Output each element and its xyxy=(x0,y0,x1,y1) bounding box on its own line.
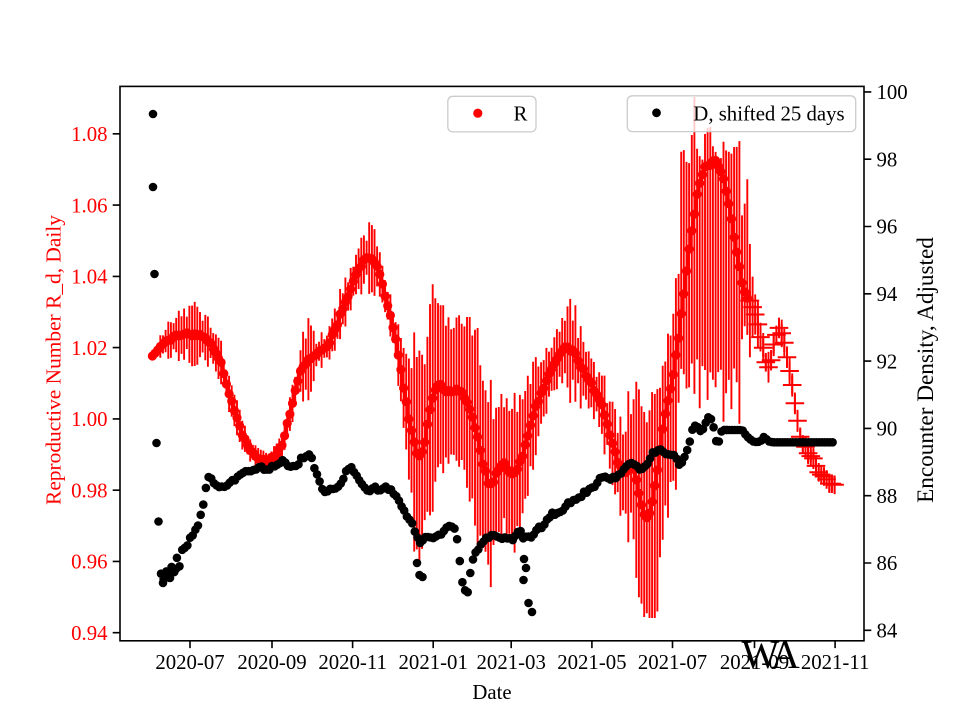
svg-text:94: 94 xyxy=(877,283,898,306)
svg-text:1.06: 1.06 xyxy=(71,194,107,217)
svg-text:2020-07: 2020-07 xyxy=(155,651,224,674)
svg-text:100: 100 xyxy=(877,81,908,104)
svg-text:2021-01: 2021-01 xyxy=(399,651,468,674)
svg-text:96: 96 xyxy=(877,216,898,239)
svg-text:0.98: 0.98 xyxy=(71,479,107,502)
svg-text:92: 92 xyxy=(877,350,898,373)
svg-text:WA: WA xyxy=(742,632,800,677)
svg-text:1.08: 1.08 xyxy=(71,123,107,146)
svg-text:88: 88 xyxy=(877,485,898,508)
svg-text:2021-05: 2021-05 xyxy=(557,651,626,674)
svg-text:1.00: 1.00 xyxy=(71,408,107,431)
svg-text:0.94: 0.94 xyxy=(71,622,108,645)
svg-text:R: R xyxy=(514,103,528,126)
svg-text:84: 84 xyxy=(877,620,898,643)
svg-text:2021-11: 2021-11 xyxy=(801,651,870,674)
svg-text:1.02: 1.02 xyxy=(71,337,107,360)
svg-text:2020-11: 2020-11 xyxy=(318,651,387,674)
svg-text:0.96: 0.96 xyxy=(71,551,107,574)
svg-text:86: 86 xyxy=(877,552,898,575)
svg-text:D, shifted 25 days: D, shifted 25 days xyxy=(693,103,844,126)
svg-text:2021-03: 2021-03 xyxy=(477,651,546,674)
svg-text:Reproductive Number R_d, Daily: Reproductive Number R_d, Daily xyxy=(42,215,66,505)
svg-text:1.04: 1.04 xyxy=(71,266,108,289)
svg-text:90: 90 xyxy=(877,418,898,441)
svg-text:Date: Date xyxy=(472,681,511,704)
svg-text:98: 98 xyxy=(877,148,898,171)
svg-text:2021-09: 2021-09 xyxy=(720,651,789,674)
svg-text:Encounter Density, Adjusted: Encounter Density, Adjusted xyxy=(913,237,939,503)
svg-text:2021-07: 2021-07 xyxy=(638,651,707,674)
svg-text:2020-09: 2020-09 xyxy=(237,651,306,674)
